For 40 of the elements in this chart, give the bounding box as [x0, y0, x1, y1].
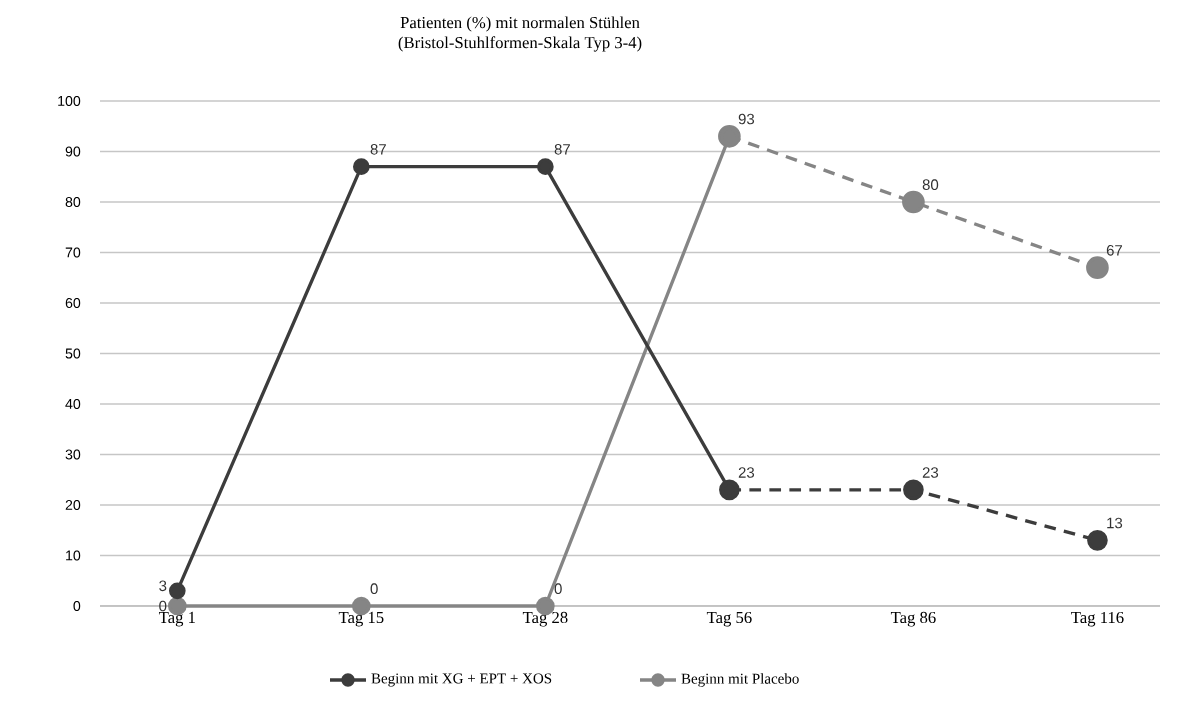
- data-label: 80: [922, 179, 939, 190]
- point: [902, 190, 925, 214]
- chart-title: Patienten (%) mit normalen Stühlen: [400, 16, 640, 32]
- point: [903, 479, 924, 501]
- y-tick-label: 0: [73, 600, 81, 611]
- point: [1087, 530, 1108, 551]
- x-tick-label: Tag 86: [890, 611, 936, 627]
- point: [352, 158, 370, 175]
- y-tick-label: 10: [66, 550, 81, 561]
- y-tick-label: 70: [65, 247, 81, 258]
- y-tick-label: 60: [65, 297, 81, 308]
- y-tick-label: 40: [65, 398, 81, 409]
- x-tick-label: Tag 56: [706, 611, 752, 627]
- x-tick-label: Tag 116: [1071, 611, 1124, 627]
- data-label: 0: [554, 583, 562, 594]
- data-label: 23: [922, 467, 939, 478]
- data-label: 0: [370, 583, 378, 594]
- point: [1086, 256, 1109, 279]
- data-label: 23: [738, 467, 755, 478]
- data-label: 3: [159, 580, 167, 592]
- y-tick-label: 30: [65, 449, 81, 460]
- y-tick-label: 90: [65, 146, 81, 157]
- data-label: 93: [738, 113, 755, 125]
- data-label: 0: [159, 600, 167, 612]
- y-tick-label: 100: [58, 95, 81, 106]
- chart-subtitle: (Bristol-Stuhlformen-Skala Typ 3-4): [398, 36, 642, 52]
- data-label: 67: [1106, 245, 1123, 256]
- x-tick-label: Tag 15: [338, 611, 384, 627]
- x-tick-label: Tag 1: [158, 611, 195, 627]
- legend-label: Beginn mit XG + EPT + XOS: [371, 673, 552, 687]
- x-tick-label: Tag 28: [522, 611, 568, 627]
- data-label: 13: [1107, 517, 1123, 529]
- data-label: 87: [370, 144, 386, 155]
- y-tick-label: 20: [65, 499, 81, 510]
- point: [537, 158, 554, 175]
- y-tick-label: 80: [65, 196, 81, 207]
- legend-label: Beginn mit Placebo: [681, 673, 799, 687]
- point: [168, 582, 186, 600]
- y-tick-label: 50: [65, 348, 81, 359]
- data-label: 87: [554, 144, 570, 155]
